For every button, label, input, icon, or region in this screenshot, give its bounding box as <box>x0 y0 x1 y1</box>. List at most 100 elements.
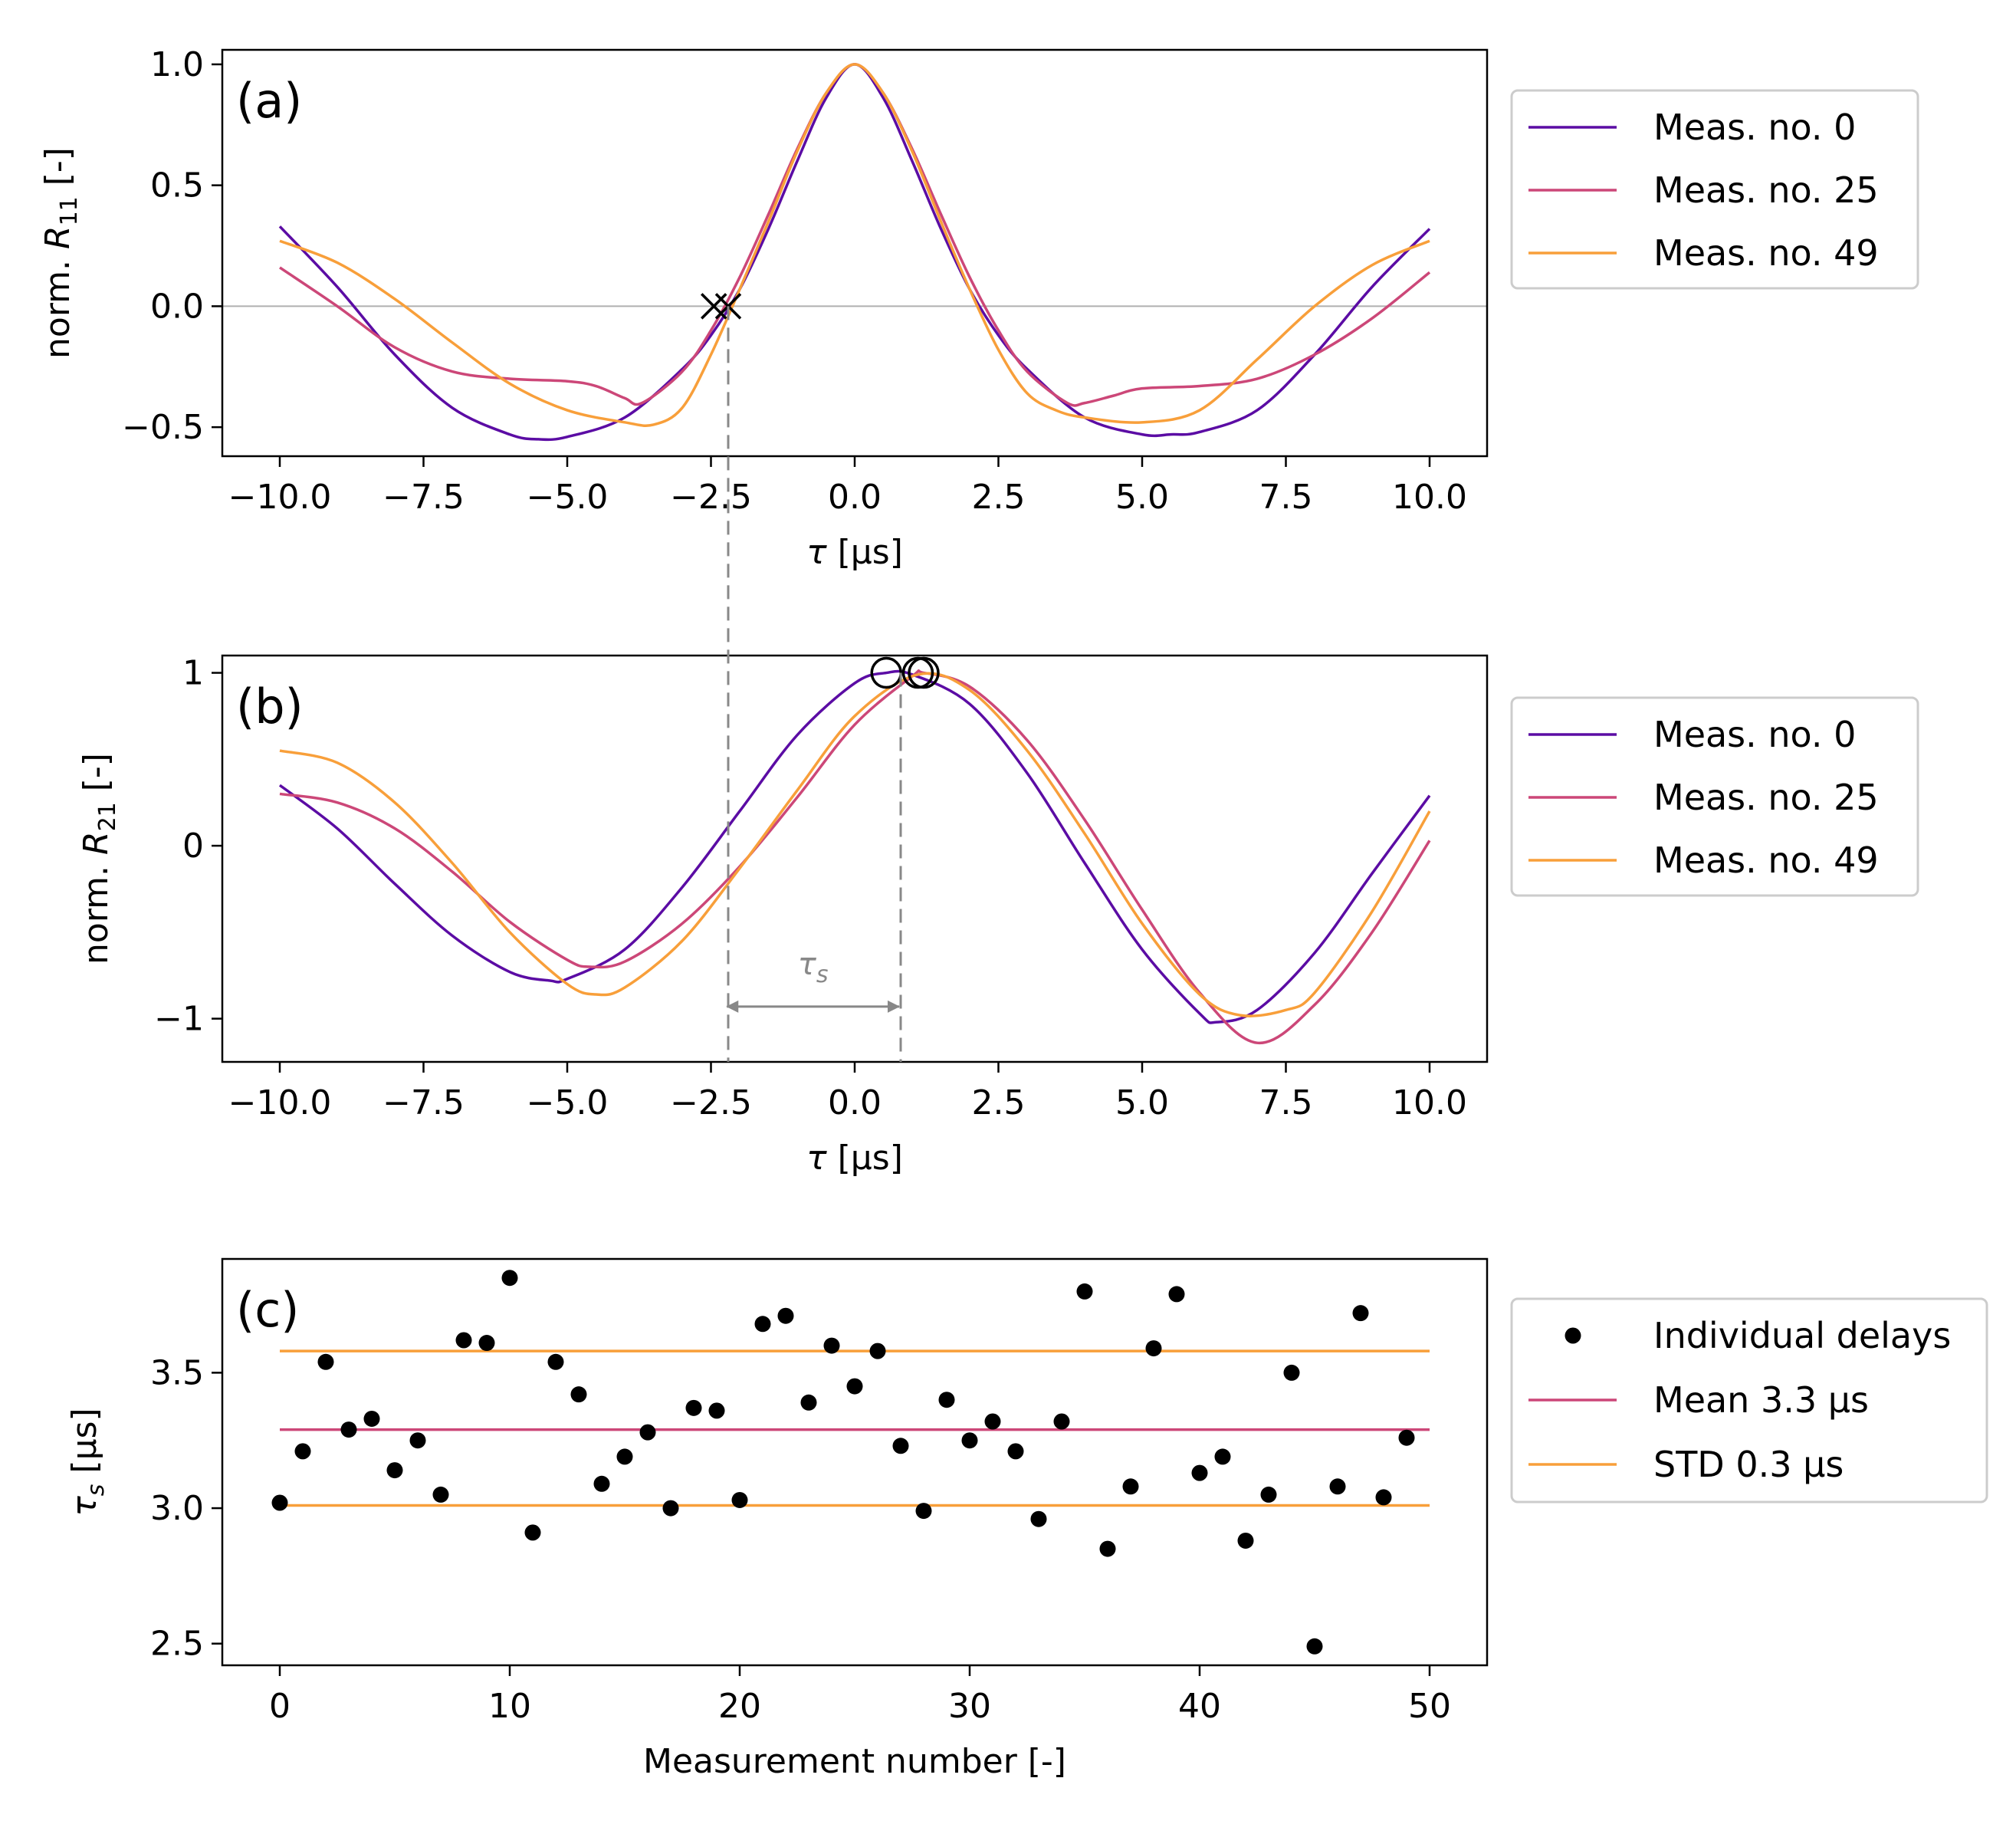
delay-point <box>800 1394 817 1411</box>
delay-point <box>1099 1540 1116 1557</box>
delay-point <box>685 1399 702 1416</box>
legend-a <box>1510 89 1919 290</box>
y-tick-label: 0 <box>182 827 204 866</box>
x-tick-label: −5.0 <box>527 1083 609 1122</box>
x-tick-label: 7.5 <box>1259 478 1313 517</box>
series-line-meas-no-25 <box>279 63 1431 407</box>
delay-point <box>1053 1413 1070 1430</box>
x-tick-label: −2.5 <box>670 478 752 517</box>
y-tick-label: 3.0 <box>150 1489 204 1528</box>
delay-point <box>915 1503 932 1520</box>
x-tick-label: 20 <box>718 1687 761 1726</box>
y-tick-label: 0.0 <box>150 287 204 326</box>
panel-b: τs −10.0 −7.5 −5.0 −2.5 0.0 2.5 5.0 7.5 10.0 −1 0 1 (… <box>77 654 1489 1178</box>
delay-point <box>662 1500 679 1517</box>
peak-o-marker <box>908 656 940 689</box>
delay-point <box>1283 1364 1300 1381</box>
legend-entry: STD 0.3 μs <box>1653 1444 1844 1485</box>
delay-point <box>478 1335 495 1352</box>
plot-frame <box>221 1257 1489 1667</box>
plot-frame <box>221 48 1489 458</box>
x-tick-label: 5.0 <box>1115 478 1169 517</box>
x-tick-label: 2.5 <box>972 478 1026 517</box>
series-line-meas-no-49 <box>279 672 1431 1017</box>
delay-point <box>1007 1443 1024 1460</box>
delay-point <box>409 1432 426 1449</box>
delay-point <box>432 1486 449 1503</box>
delay-point <box>639 1424 656 1441</box>
x-tick-label: −2.5 <box>670 1083 752 1122</box>
delay-point <box>961 1432 978 1449</box>
delay-point <box>1398 1429 1415 1446</box>
series-line-meas-no-49 <box>279 63 1430 428</box>
delay-point <box>317 1353 334 1370</box>
legend-b <box>1510 696 1919 897</box>
legend-entry: Individual delays <box>1653 1315 1951 1356</box>
delay-point <box>1237 1532 1254 1549</box>
series-group <box>278 669 1431 1044</box>
series-line-meas-no-0 <box>278 669 1431 1024</box>
y-tick-label: −0.5 <box>122 408 204 447</box>
x-tick-label: −10.0 <box>228 478 332 517</box>
delay-point <box>1122 1478 1139 1495</box>
x-tick-label: 10.0 <box>1392 1083 1467 1122</box>
x-tick-label: 10.0 <box>1392 478 1467 517</box>
delay-point <box>1030 1510 1047 1527</box>
delay-point <box>1306 1638 1323 1655</box>
panel-a: −10.0 −7.5 −5.0 −2.5 0.0 2.5 5.0 7.5 10.0 −0.5 0.0… <box>38 45 1489 572</box>
panel-label: (b) <box>236 679 304 735</box>
arrow-head-right <box>888 1000 900 1013</box>
delay-point <box>892 1438 909 1454</box>
delay-point <box>501 1270 518 1287</box>
legend-dot <box>1565 1327 1581 1344</box>
delay-point <box>1329 1478 1346 1495</box>
y-axis-label: τs [μs] <box>65 1408 110 1516</box>
series-line-meas-no-0 <box>278 63 1431 442</box>
x-axis-label: Measurement number [-] <box>643 1742 1066 1781</box>
y-tick-label: 3.5 <box>150 1353 204 1392</box>
y-tick-label: 1 <box>182 654 204 693</box>
delay-point <box>1214 1448 1231 1465</box>
delay-point <box>731 1491 748 1508</box>
delay-point <box>984 1413 1001 1430</box>
delay-point <box>1260 1486 1277 1503</box>
panel-label: (c) <box>236 1282 299 1338</box>
delay-point <box>1145 1340 1162 1357</box>
tau-s-label: τs <box>798 947 829 988</box>
tau-s-annotation: τs <box>726 947 900 1013</box>
x-tick-label: −7.5 <box>383 478 465 517</box>
plot-frame <box>221 654 1489 1063</box>
series-group <box>278 63 1431 442</box>
x-tick-label: −10.0 <box>228 1083 332 1122</box>
delay-point <box>363 1410 380 1427</box>
legend-entry: Meas. no. 0 <box>1653 714 1856 755</box>
x-tick-label: 7.5 <box>1259 1083 1313 1122</box>
delay-point <box>869 1343 886 1359</box>
series-line-meas-no-25 <box>279 669 1431 1044</box>
delay-point <box>777 1307 794 1324</box>
delay-point <box>340 1421 357 1438</box>
delay-point <box>547 1353 564 1370</box>
delay-point <box>754 1316 771 1333</box>
y-tick-label: −1 <box>154 1000 204 1039</box>
arrow-head-left <box>726 1000 739 1013</box>
x-tick-label: 10 <box>488 1687 531 1726</box>
x-tick-label: 0.0 <box>828 1083 882 1122</box>
x-axis-label: τ [μs] <box>806 533 903 572</box>
legend-entry: Meas. no. 25 <box>1653 777 1879 818</box>
x-tick-label: 0 <box>269 1687 291 1726</box>
y-axis-label: norm. R21 [-] <box>77 753 121 965</box>
delay-point <box>1076 1283 1093 1300</box>
crossing-x-marker <box>701 293 727 320</box>
panel-label: (a) <box>236 73 302 129</box>
delay-point <box>294 1443 311 1460</box>
x-tick-label: 0.0 <box>828 478 882 517</box>
y-tick-label: 2.5 <box>150 1625 204 1664</box>
delay-point <box>1352 1305 1369 1322</box>
guide-lines <box>727 306 902 1062</box>
delay-point <box>1375 1489 1392 1506</box>
x-tick-label: 5.0 <box>1115 1083 1169 1122</box>
delay-point <box>708 1402 725 1419</box>
delay-point <box>1191 1464 1208 1481</box>
